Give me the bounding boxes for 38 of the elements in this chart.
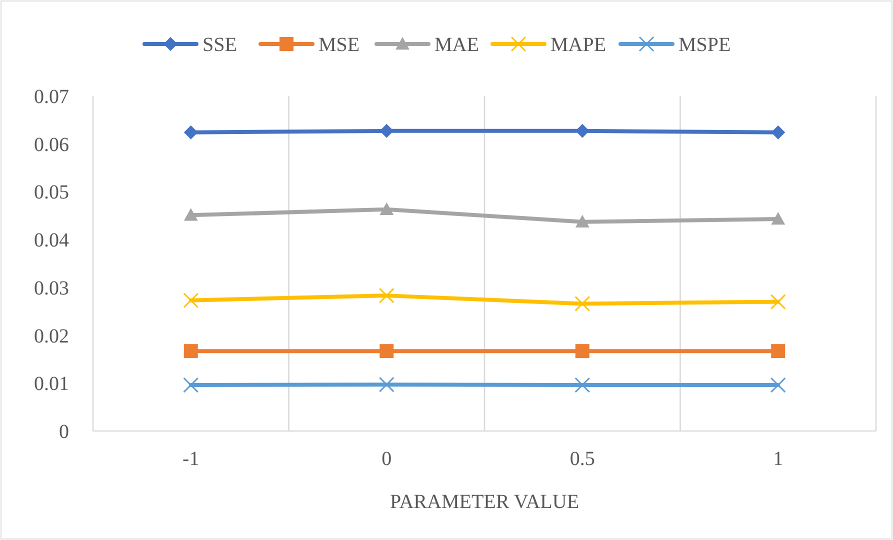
point [770,377,786,393]
x-tick-label: 1 [773,448,784,470]
point [184,344,198,358]
point [574,296,590,312]
legend-label: MSPE [678,34,731,56]
point [575,344,590,358]
point [380,202,394,216]
x-tick-label: 0 [382,448,392,470]
point [380,344,394,358]
point [380,124,394,138]
x-axis-title: PARAMETER VALUE [390,491,580,513]
y-tick-label: 0.02 [34,325,69,348]
point [183,292,199,308]
point [184,208,198,221]
point [183,377,199,393]
y-tick-label: 0 [59,421,69,443]
point [771,212,786,225]
y-tick-label: 0.05 [34,182,69,204]
y-tick-label: 0.03 [34,277,69,300]
point [575,124,590,138]
point [771,344,786,358]
legend-label: SSE [202,34,237,56]
point [184,125,198,140]
point [574,377,590,393]
y-tick-label: 0.01 [34,373,69,396]
point [771,125,786,140]
y-tick-label: 0.04 [34,230,69,252]
point [770,294,786,310]
legend-label: MSE [318,34,360,56]
y-tick-label: 0.07 [34,86,69,108]
x-tick-label: -1 [182,448,200,470]
point [575,214,590,228]
point [378,376,394,392]
y-tick-label: 0.06 [34,134,69,156]
x-tick-label: 0.5 [570,448,595,470]
point [378,288,394,304]
legend-label: MAE [434,34,479,56]
legend-label: MAPE [550,34,606,56]
